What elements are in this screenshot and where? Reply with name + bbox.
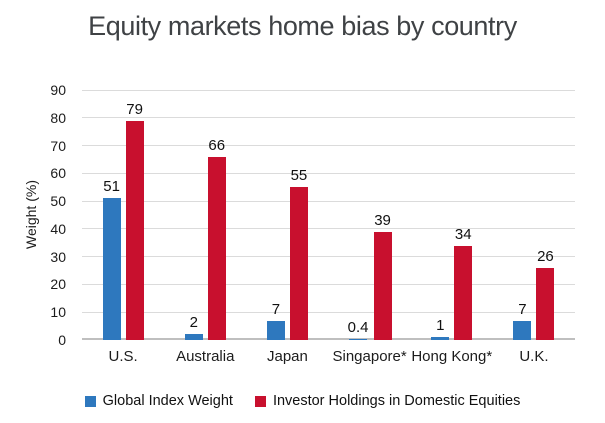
bar <box>125 120 144 340</box>
bar-column: 0.4 <box>348 319 369 340</box>
x-axis-label: Japan <box>266 348 308 365</box>
y-tick-label-70: 70 <box>50 137 66 154</box>
gridline-40 <box>82 228 575 230</box>
bar-value-label: 79 <box>126 100 143 118</box>
gridline-70 <box>82 145 575 147</box>
bar-value-label: 0.4 <box>347 318 369 336</box>
bar-group-5: 7 26 <box>493 90 575 340</box>
bar-column: 26 <box>536 247 555 340</box>
y-tick-label-60: 60 <box>50 165 66 182</box>
plot-bars: 51 79 2 66 7 55 0.4 39 1 34 7 26 <box>82 90 575 340</box>
legend-label: Global Index Weight <box>102 393 233 409</box>
bar-column: 51 <box>102 178 121 340</box>
bar-column: 66 <box>207 136 226 340</box>
x-axis-baseline <box>82 338 575 340</box>
bar-group-1: 2 66 <box>164 90 246 340</box>
bar <box>373 231 392 340</box>
plot-gridlines <box>82 89 575 340</box>
bar-group-4: 1 34 <box>411 90 493 340</box>
y-axis-ticks: 0 10 20 30 40 50 60 70 80 90 <box>28 82 66 348</box>
gridline-60 <box>82 172 575 174</box>
bar-column: 55 <box>289 167 308 340</box>
legend-item: Global Index Weight <box>84 393 233 409</box>
x-axis-label: Hong Kong* <box>411 348 493 365</box>
legend: Global Index Weight Investor Holdings in … <box>0 393 605 409</box>
x-axis-label: U.K. <box>519 348 549 365</box>
y-tick-label-90: 90 <box>50 82 66 98</box>
gridline-20 <box>82 283 575 285</box>
x-axis-label: U.S. <box>108 348 138 365</box>
bar <box>454 245 473 340</box>
bar <box>431 337 450 340</box>
bar-value-label: 66 <box>208 136 226 154</box>
gridline-10 <box>82 311 575 313</box>
bar-column: 7 <box>513 300 532 340</box>
legend-swatch-icon <box>84 395 96 407</box>
bar-column: 34 <box>454 225 473 340</box>
bar <box>266 320 285 340</box>
bar-group-2: 7 55 <box>246 90 328 340</box>
gridline-80 <box>82 117 575 119</box>
bar-column: 7 <box>266 300 285 340</box>
y-tick-label-40: 40 <box>50 220 66 237</box>
bar-value-label: 34 <box>454 225 472 243</box>
bar-column: 1 <box>431 317 450 340</box>
legend-item: Investor Holdings in Domestic Equities <box>254 393 521 409</box>
y-tick-label-80: 80 <box>50 109 66 126</box>
x-axis-label: Australia <box>176 348 235 365</box>
bar <box>289 187 308 340</box>
gridline-50 <box>82 200 575 202</box>
y-tick-label-10: 10 <box>50 304 66 321</box>
bar <box>513 320 532 340</box>
bar <box>102 198 121 340</box>
y-tick-label-0: 0 <box>58 332 66 348</box>
bar <box>536 267 555 340</box>
bar-column: 2 <box>184 314 203 340</box>
gridline-30 <box>82 256 575 258</box>
bar-value-label: 39 <box>374 211 391 229</box>
legend-label: Investor Holdings in Domestic Equities <box>272 393 521 409</box>
gridline-90 <box>82 89 575 91</box>
bar-group-3: 0.4 39 <box>329 90 411 340</box>
bar-value-label: 26 <box>537 247 554 265</box>
bar-value-label: 7 <box>518 300 527 318</box>
x-axis-labels: U.S. Australia Japan Singapore* Hong Kong* U.… <box>82 348 575 365</box>
bar <box>184 334 203 340</box>
legend-swatch-icon <box>254 395 266 407</box>
bar-group-0: 51 79 <box>82 90 164 340</box>
bar-column: 79 <box>125 100 144 340</box>
bar-value-label: 55 <box>290 167 308 185</box>
y-tick-label-20: 20 <box>50 276 66 293</box>
y-tick-label-50: 50 <box>50 193 66 210</box>
chart-title: Equity markets home bias by country <box>88 11 517 41</box>
y-tick-label-30: 30 <box>50 248 66 265</box>
bar-value-label: 51 <box>103 178 120 196</box>
bar-value-label: 7 <box>271 300 281 318</box>
bar-column: 39 <box>373 211 392 340</box>
bar-value-label: 1 <box>436 317 445 335</box>
bar <box>349 338 368 340</box>
bar <box>207 156 226 340</box>
x-axis-label: Singapore* <box>332 348 407 365</box>
bar-value-label: 2 <box>189 314 198 332</box>
